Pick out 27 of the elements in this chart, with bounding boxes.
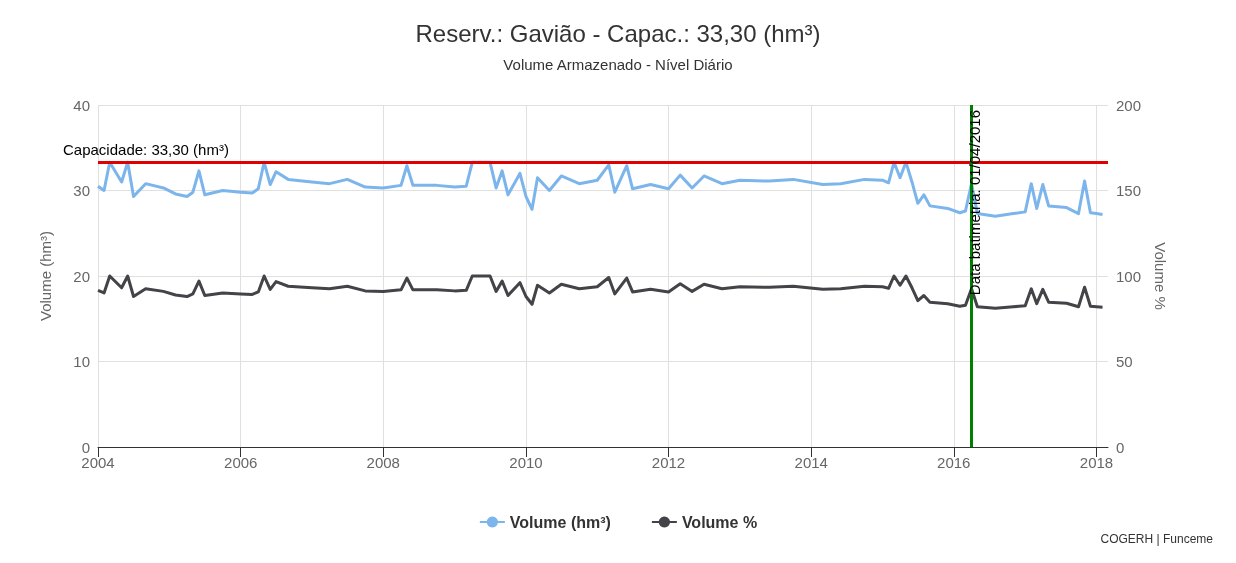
x-tick-label: 2014 [794,454,828,471]
y2-tick-label: 100 [1116,267,1142,285]
y-axis-title: Volume (hm³) [37,230,54,322]
x-tick-label: 2012 [651,454,686,471]
text: COGERH | Funceme [1100,532,1214,546]
chart-title: Reserv.: Gavião - Capac.: 33,30 (hm³) [415,19,821,47]
x-tick-label: 2004 [81,454,115,471]
y-tick-label: 0 [81,438,90,456]
y2-tick-label: 0 [1116,438,1125,456]
ref-line-label: Capacidade: 33,30 (hm³) [63,141,229,159]
y-tick-label: 10 [73,353,90,370]
legend-label: Volume % [681,513,758,531]
y2-axis-title: Volume % [1152,242,1169,310]
y-tick-label: 30 [73,182,90,199]
legend-label: Volume (hm³) [509,513,611,531]
y-tick-label: 40 [73,96,90,114]
y-tick-label: 20 [73,267,90,285]
y2-tick-label: 200 [1116,96,1142,114]
x-tick-label: 2008 [366,454,400,471]
ref-line-label: Data batimetria: 01/04/2016 [965,110,983,296]
chart-subtitle: Volume Armazenado - Nível Diário [503,56,733,73]
x-tick-label: 2010 [509,454,543,471]
x-tick-label: 2016 [937,454,971,471]
y2-tick-label: 150 [1116,182,1142,199]
x-tick-label: 2018 [1079,454,1114,471]
x-tick-label: 2006 [224,454,258,471]
y2-tick-label: 50 [1116,353,1133,370]
